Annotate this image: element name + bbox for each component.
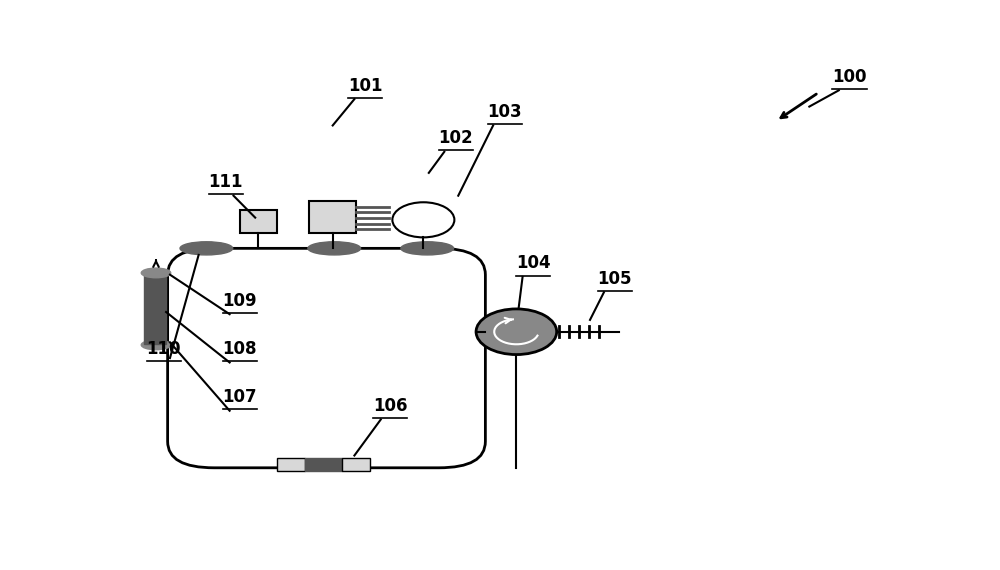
FancyBboxPatch shape [277,458,305,471]
Text: 108: 108 [222,340,257,358]
Circle shape [476,309,557,355]
Text: 111: 111 [208,173,243,192]
Text: 109: 109 [222,292,257,310]
Circle shape [392,202,454,237]
Text: 100: 100 [832,68,867,86]
Text: 102: 102 [439,129,473,148]
Ellipse shape [141,268,171,278]
Text: 106: 106 [373,397,407,415]
Ellipse shape [308,242,361,255]
Text: 107: 107 [222,388,257,406]
Text: 103: 103 [487,103,522,121]
Text: 101: 101 [348,77,382,95]
FancyBboxPatch shape [342,458,370,471]
FancyBboxPatch shape [309,201,356,233]
FancyBboxPatch shape [305,458,342,471]
Text: 105: 105 [598,270,632,288]
Text: 104: 104 [516,254,551,272]
Ellipse shape [180,242,233,255]
Ellipse shape [401,242,454,255]
Text: 110: 110 [146,340,181,358]
FancyBboxPatch shape [144,273,166,344]
FancyBboxPatch shape [240,210,277,233]
Ellipse shape [141,340,171,350]
